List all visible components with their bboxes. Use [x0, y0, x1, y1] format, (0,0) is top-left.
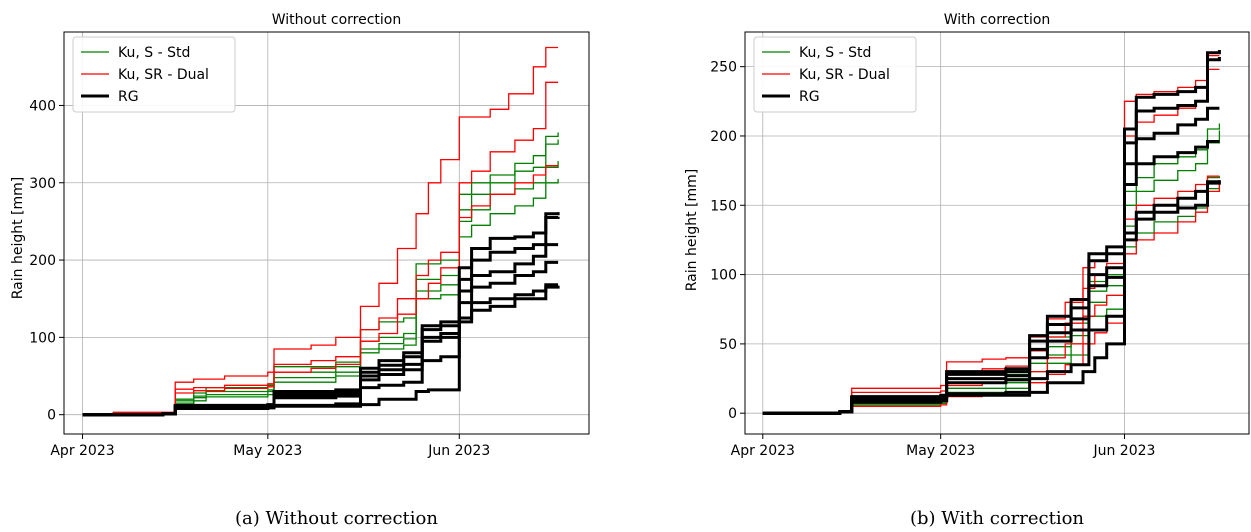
series-line-std — [82, 139, 559, 416]
y-tick-label: 0 — [47, 408, 56, 424]
legend: Ku, S - Std Ku, SR - Dual RG — [753, 36, 917, 113]
legend-label: Ku, S - Std — [118, 45, 190, 61]
series-line-dual — [762, 54, 1220, 414]
legend-label: RG — [118, 89, 139, 105]
series-line-rg — [82, 212, 560, 417]
series-line-rg — [762, 106, 1220, 415]
series-line-std — [82, 132, 559, 416]
series-line-dual — [82, 165, 559, 416]
series-line-dual — [82, 46, 559, 416]
plot-frame — [63, 31, 590, 435]
axis-ticks: 0 50 100 150 200 250 Apr 2023 May 2023 Jun 2023 — [710, 60, 1155, 459]
legend-box — [72, 36, 236, 113]
y-tick-label: 100 — [710, 268, 737, 284]
series-line-rg — [82, 243, 559, 417]
series-line-rg — [82, 216, 560, 417]
y-tick-label: 50 — [719, 337, 737, 353]
y-axis-label: Rain height [mm] — [684, 169, 700, 292]
x-tick-label: Apr 2023 — [731, 443, 795, 459]
panel-without-correction: Without correction Rain height [mm] 0 100… — [10, 12, 590, 529]
legend: Ku, S - Std Ku, SR - Dual RG — [72, 36, 236, 113]
panel-caption: (b) With correction — [910, 508, 1084, 529]
y-axis-label: Rain height [mm] — [10, 177, 26, 300]
series-lines — [82, 46, 560, 417]
series-line-std — [82, 178, 559, 416]
y-tick-label: 0 — [728, 406, 737, 422]
plot-frame — [744, 31, 1250, 435]
y-tick-label: 250 — [710, 60, 737, 76]
panel-caption: (a) Without correction — [235, 508, 438, 529]
y-tick-label: 100 — [29, 330, 56, 346]
x-tick-label: Jun 2023 — [427, 443, 490, 459]
chart-title: With correction — [944, 12, 1051, 28]
x-tick-label: May 2023 — [906, 443, 975, 459]
y-tick-label: 400 — [29, 98, 56, 114]
x-tick-label: Apr 2023 — [50, 443, 114, 459]
legend-label: RG — [799, 89, 820, 105]
series-lines — [762, 50, 1221, 415]
legend-box — [753, 36, 917, 113]
legend-label: Ku, SR - Dual — [799, 67, 890, 83]
x-tick-label: May 2023 — [233, 443, 302, 459]
series-line-dual — [762, 68, 1220, 414]
x-tick-label: Jun 2023 — [1092, 443, 1155, 459]
chart-title: Without correction — [272, 12, 402, 28]
legend-label: Ku, SR - Dual — [118, 67, 209, 83]
series-line-dual — [82, 81, 559, 416]
y-tick-label: 300 — [29, 176, 56, 192]
series-line-std — [762, 123, 1221, 414]
series-line-rg — [762, 180, 1220, 415]
series-line-rg — [82, 285, 560, 417]
y-tick-label: 200 — [29, 253, 56, 269]
legend-label: Ku, S - Std — [799, 45, 871, 61]
axis-ticks: 0 100 200 300 400 Apr 2023 May 2023 Jun 2023 — [29, 98, 490, 459]
y-tick-label: 200 — [710, 129, 737, 145]
panel-with-correction: With correction Rain height [mm] 0 50 100 1… — [684, 12, 1250, 529]
y-tick-label: 150 — [710, 198, 737, 214]
